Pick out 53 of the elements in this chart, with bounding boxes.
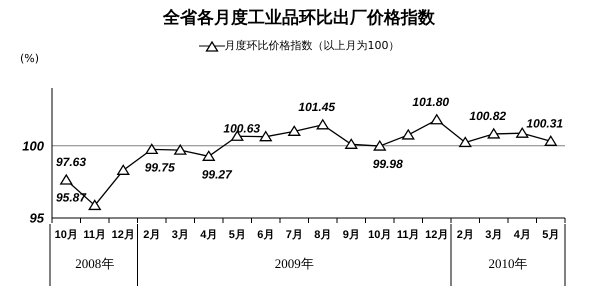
x-tick-label: 5月 xyxy=(542,229,560,241)
x-tick-label: 3月 xyxy=(485,229,502,241)
point xyxy=(60,174,72,185)
x-tick-label: 12月 xyxy=(112,229,135,241)
point xyxy=(544,136,557,146)
x-tick-label: 9月 xyxy=(342,229,360,241)
x-tick-label: 11月 xyxy=(396,229,420,241)
point xyxy=(488,128,500,139)
x-tick-label: 7月 xyxy=(286,229,303,241)
point xyxy=(374,140,386,151)
x-tick-label: 12月 xyxy=(425,229,448,241)
x-tick-label: 8月 xyxy=(314,229,332,241)
point xyxy=(316,119,329,130)
point xyxy=(345,138,358,149)
data-label: 97.63 xyxy=(56,155,86,170)
x-tick-label: 3月 xyxy=(172,229,189,241)
x-tick-label: 2月 xyxy=(143,229,160,241)
text: 2009年 xyxy=(274,256,314,271)
data-label: 99.98 xyxy=(372,157,404,172)
point xyxy=(402,129,414,140)
point xyxy=(288,126,300,136)
x-tick-label: 10月 xyxy=(368,229,392,241)
point xyxy=(146,144,158,154)
point xyxy=(516,128,528,138)
y-axis-title: (%) xyxy=(20,52,40,65)
text: 2008年 xyxy=(75,256,114,271)
data-label: 100.82 xyxy=(469,108,506,123)
point xyxy=(117,164,130,175)
point xyxy=(202,150,215,161)
point xyxy=(260,131,272,142)
legend-label: 月度环比价格指数（以上月为100） xyxy=(224,38,400,53)
data-label: 99.75 xyxy=(144,160,176,174)
data-label: 101.45 xyxy=(298,100,336,114)
data-label: 99.27 xyxy=(202,167,234,182)
x-tick-label: 2月 xyxy=(456,229,474,241)
data-label: 100.31 xyxy=(526,116,564,130)
point xyxy=(88,200,101,210)
data-label: 100.63 xyxy=(223,122,260,136)
point xyxy=(174,144,186,155)
x-tick-label: 4月 xyxy=(514,229,531,241)
point xyxy=(430,114,443,124)
x-tick-label: 5月 xyxy=(228,229,246,241)
y-tick-label: 100 xyxy=(22,138,45,154)
chart-title: 全省各月度工业品环比出厂价格指数 xyxy=(162,7,436,29)
x-tick-label: 10月 xyxy=(54,229,78,241)
x-tick-label: 4月 xyxy=(200,229,218,241)
text: 2010年 xyxy=(488,256,528,271)
point xyxy=(459,136,472,148)
x-tick-label: 11月 xyxy=(83,229,106,241)
x-tick-label: 6月 xyxy=(257,229,274,241)
data-label: 95.87 xyxy=(56,190,88,204)
y-tick-label: 95 xyxy=(30,210,45,226)
data-label: 101.80 xyxy=(412,94,450,109)
